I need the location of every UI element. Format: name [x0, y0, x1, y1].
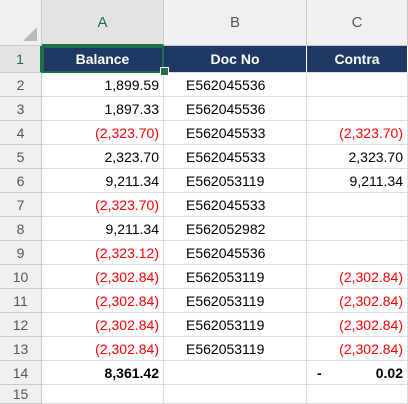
doc-no-cell[interactable]: E562045533 [164, 121, 307, 145]
contra-cell[interactable] [307, 217, 408, 241]
header-contra[interactable]: Contra [307, 46, 408, 73]
select-all-triangle-icon [23, 27, 37, 41]
doc-no-cell[interactable]: E562045533 [164, 193, 307, 217]
contra-cell[interactable] [307, 73, 408, 97]
contra-cell[interactable]: (2,302.84) [307, 289, 408, 313]
row-header-14[interactable]: 14 [0, 361, 42, 385]
row-header-2[interactable]: 2 [0, 73, 42, 97]
total-doc-cell[interactable] [164, 361, 307, 385]
doc-no-cell[interactable]: E562052982 [164, 217, 307, 241]
doc-no-cell[interactable]: E562053119 [164, 169, 307, 193]
balance-cell[interactable]: 9,211.34 [42, 217, 164, 241]
row-header-1[interactable]: 1 [0, 46, 42, 73]
doc-no-cell[interactable]: E562045536 [164, 73, 307, 97]
balance-cell[interactable]: (2,323.12) [42, 241, 164, 265]
row-header-15[interactable]: 15 [0, 385, 42, 404]
contra-cell[interactable]: (2,302.84) [307, 337, 408, 361]
doc-no-cell[interactable]: E562045533 [164, 145, 307, 169]
doc-no-cell[interactable]: E562053119 [164, 289, 307, 313]
contra-cell[interactable]: (2,323.70) [307, 121, 408, 145]
header-doc-no[interactable]: Doc No [164, 46, 307, 73]
balance-cell[interactable]: 1,897.33 [42, 97, 164, 121]
total-contra-value: 0.02 [375, 364, 403, 381]
row-header-9[interactable]: 9 [0, 241, 42, 265]
row-header-5[interactable]: 5 [0, 145, 42, 169]
balance-cell[interactable]: 1,899.59 [42, 73, 164, 97]
row-header-4[interactable]: 4 [0, 121, 42, 145]
balance-cell[interactable]: (2,323.70) [42, 193, 164, 217]
balance-cell[interactable]: (2,302.84) [42, 313, 164, 337]
doc-no-cell[interactable]: E562053119 [164, 265, 307, 289]
doc-no-cell[interactable]: E562045536 [164, 97, 307, 121]
total-contra-dash: - [317, 364, 322, 381]
empty-cell-b15[interactable] [164, 385, 307, 404]
empty-cell-c15[interactable] [307, 385, 408, 404]
row-header-7[interactable]: 7 [0, 193, 42, 217]
empty-cell-a15[interactable] [42, 385, 164, 404]
row-header-3[interactable]: 3 [0, 97, 42, 121]
contra-cell[interactable] [307, 241, 408, 265]
row-header-11[interactable]: 11 [0, 289, 42, 313]
doc-no-cell[interactable]: E562053119 [164, 313, 307, 337]
doc-no-cell[interactable]: E562053119 [164, 337, 307, 361]
balance-cell[interactable]: 2,323.70 [42, 145, 164, 169]
row-header-12[interactable]: 12 [0, 313, 42, 337]
contra-cell[interactable]: (2,302.84) [307, 313, 408, 337]
doc-no-cell[interactable]: E562045536 [164, 241, 307, 265]
balance-cell[interactable]: (2,323.70) [42, 121, 164, 145]
header-balance[interactable]: Balance [42, 46, 164, 73]
column-header-c[interactable]: C [307, 0, 408, 46]
balance-cell[interactable]: (2,302.84) [42, 289, 164, 313]
total-balance-cell[interactable]: 8,361.42 [42, 361, 164, 385]
row-header-6[interactable]: 6 [0, 169, 42, 193]
row-header-8[interactable]: 8 [0, 217, 42, 241]
total-contra-cell[interactable]: - 0.02 [307, 361, 408, 385]
column-header-b[interactable]: B [164, 0, 307, 46]
contra-cell[interactable] [307, 193, 408, 217]
row-header-10[interactable]: 10 [0, 265, 42, 289]
contra-cell[interactable]: (2,302.84) [307, 265, 408, 289]
column-header-a[interactable]: A [42, 0, 164, 46]
select-all-corner[interactable] [0, 0, 42, 46]
row-header-13[interactable]: 13 [0, 337, 42, 361]
contra-cell[interactable]: 9,211.34 [307, 169, 408, 193]
balance-cell[interactable]: (2,302.84) [42, 265, 164, 289]
balance-cell[interactable]: (2,302.84) [42, 337, 164, 361]
balance-cell[interactable]: 9,211.34 [42, 169, 164, 193]
contra-cell[interactable]: 2,323.70 [307, 145, 408, 169]
fill-handle[interactable] [160, 67, 169, 76]
contra-cell[interactable] [307, 97, 408, 121]
